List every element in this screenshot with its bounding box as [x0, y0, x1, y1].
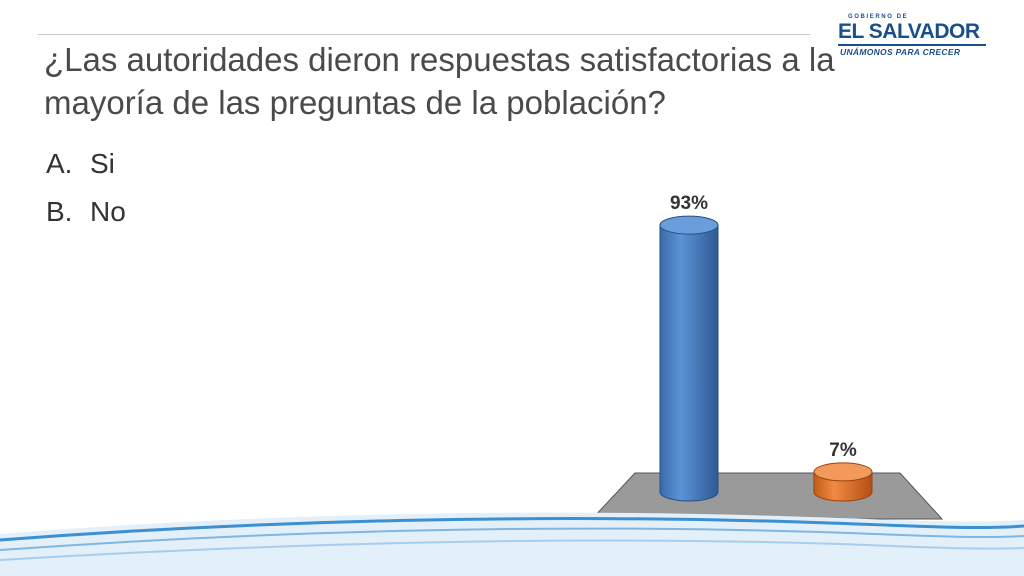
bar-si	[659, 224, 719, 502]
data-label-si: 93%	[670, 193, 708, 214]
title-rule	[38, 34, 810, 35]
option-a-label: Si	[90, 148, 115, 179]
data-label-no: 7%	[829, 440, 857, 461]
option-a: A. Si	[46, 140, 126, 188]
el-salvador-logo: GOBIERNO DE EL SALVADOR UNÁMONOS PARA CR…	[838, 14, 988, 64]
bar-top-si	[659, 215, 719, 235]
logo-name: EL SALVADOR	[838, 20, 980, 43]
option-b-label: No	[90, 196, 126, 227]
option-b: B. No	[46, 188, 126, 236]
slide-title: ¿Las autoridades dieron respuestas satis…	[44, 41, 835, 121]
option-b-letter: B.	[46, 196, 73, 227]
logo-underline	[838, 44, 986, 46]
answer-options: A. Si B. No	[46, 140, 126, 236]
logo-top-text: GOBIERNO DE	[848, 14, 909, 20]
bar-chart: 93%Si7%No	[590, 193, 944, 542]
option-a-letter: A.	[46, 148, 73, 179]
logo-tagline: UNÁMONOS PARA CRECER	[840, 47, 961, 57]
bar-top-no	[813, 462, 873, 482]
decorative-waves	[0, 512, 1024, 576]
